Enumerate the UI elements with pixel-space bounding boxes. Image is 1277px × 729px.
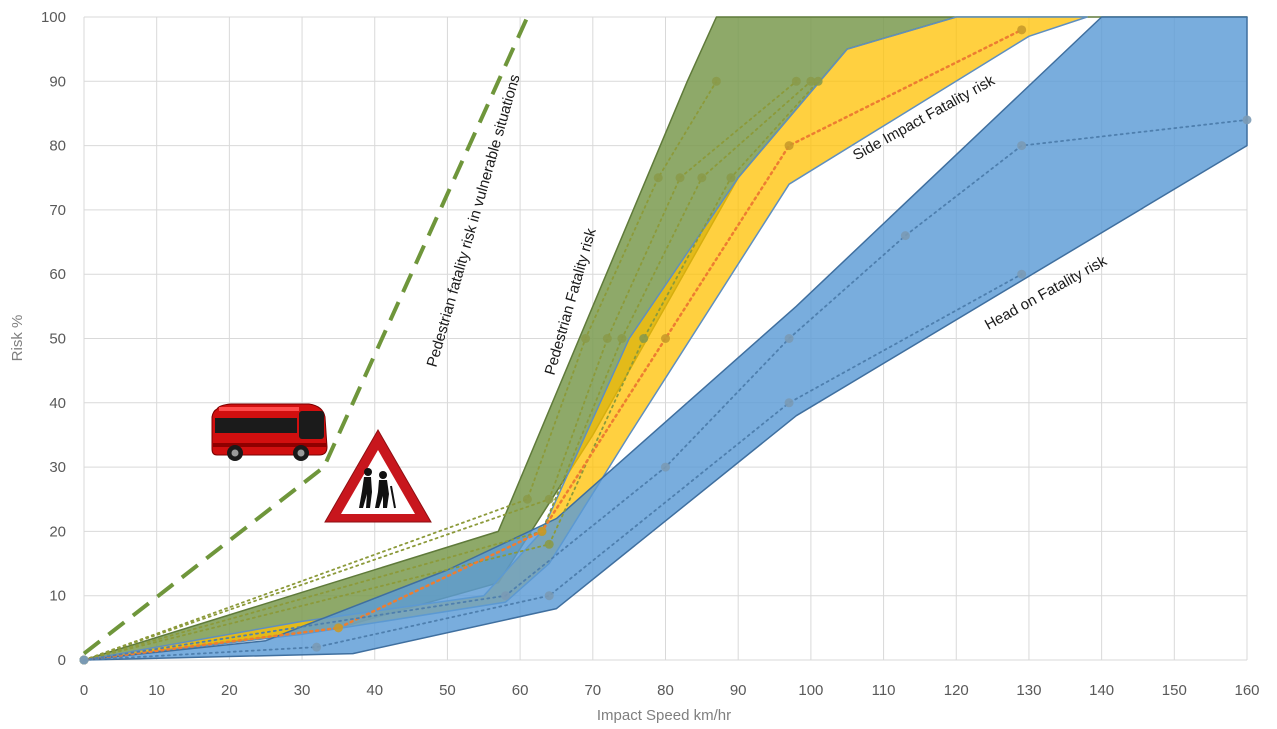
x-tick-label: 10 xyxy=(148,682,165,699)
y-tick-label: 40 xyxy=(49,395,66,412)
data-point xyxy=(784,141,794,151)
data-point xyxy=(813,76,823,86)
x-tick-label: 120 xyxy=(944,682,969,699)
head-on-band xyxy=(83,16,1248,661)
data-point xyxy=(711,76,721,86)
x-tick-label: 30 xyxy=(294,682,311,699)
data-point xyxy=(675,173,685,183)
y-tick-label: 30 xyxy=(49,459,66,476)
data-point xyxy=(544,539,554,549)
data-point xyxy=(522,494,532,504)
x-tick-label: 0 xyxy=(80,682,88,699)
data-point xyxy=(900,231,910,241)
data-point xyxy=(537,526,547,536)
data-point xyxy=(1017,269,1027,279)
data-point xyxy=(697,173,707,183)
x-tick-label: 130 xyxy=(1016,682,1041,699)
y-tick-label: 60 xyxy=(49,266,66,283)
x-tick-label: 140 xyxy=(1089,682,1114,699)
y-tick-label: 90 xyxy=(49,73,66,90)
data-point xyxy=(501,591,511,601)
x-tick-label: 90 xyxy=(730,682,747,699)
data-point xyxy=(617,334,627,343)
data-point xyxy=(602,334,612,343)
y-tick-label: 50 xyxy=(49,331,66,348)
data-point xyxy=(661,334,670,343)
y-tick-label: 0 xyxy=(58,652,66,669)
data-point xyxy=(661,462,670,472)
x-tick-label: 60 xyxy=(512,682,529,699)
elderly-crossing-sign-icon xyxy=(324,428,432,523)
data-point xyxy=(1242,115,1252,125)
data-point xyxy=(544,591,554,601)
data-point xyxy=(312,642,322,652)
data-point xyxy=(79,655,89,665)
y-tick-label: 10 xyxy=(49,588,66,605)
y-axis-title: Risk % xyxy=(9,315,26,362)
data-point xyxy=(791,76,801,86)
pedestrian-series-line xyxy=(83,80,819,661)
x-tick-label: 160 xyxy=(1234,682,1259,699)
data-point xyxy=(726,173,736,183)
side-median-series-line xyxy=(82,28,1023,662)
risk-bands xyxy=(83,16,1248,661)
risk-series xyxy=(79,25,1252,665)
vulnerable-pedestrian-line xyxy=(82,16,530,656)
data-point xyxy=(639,334,649,343)
data-point xyxy=(1017,25,1027,35)
x-tick-label: 40 xyxy=(366,682,383,699)
bus-icon xyxy=(211,403,328,461)
data-point xyxy=(806,76,816,86)
vulnerable-pedestrian-dashed-line xyxy=(82,16,530,656)
data-point xyxy=(544,494,554,504)
x-tick-label: 80 xyxy=(657,682,674,699)
y-tick-label: 20 xyxy=(49,523,66,540)
x-tick-label: 100 xyxy=(798,682,823,699)
head-on-series-line xyxy=(83,273,1023,661)
x-tick-label: 20 xyxy=(221,682,238,699)
y-tick-label: 70 xyxy=(49,202,66,219)
data-point xyxy=(784,334,794,343)
y-tick-label: 80 xyxy=(49,138,66,155)
data-point xyxy=(581,334,591,343)
y-tick-label: 100 xyxy=(41,9,66,26)
pedestrian-series-line xyxy=(83,80,798,661)
data-point xyxy=(1017,141,1027,151)
x-tick-label: 50 xyxy=(439,682,456,699)
annotation-vulnerable: Pedestrian fatality risk in vulnerable s… xyxy=(424,73,524,369)
tick-labels: 0 10 20 30 40 50 60 70 80 90 100 110 120 130 140 150 160… xyxy=(41,9,1260,699)
x-tick-label: 70 xyxy=(584,682,601,699)
x-tick-label: 150 xyxy=(1162,682,1187,699)
x-axis-title: Impact Speed km/hr xyxy=(597,707,731,724)
data-point xyxy=(784,398,794,408)
data-point xyxy=(333,623,343,633)
x-tick-label: 110 xyxy=(872,682,896,699)
data-point xyxy=(653,173,663,183)
